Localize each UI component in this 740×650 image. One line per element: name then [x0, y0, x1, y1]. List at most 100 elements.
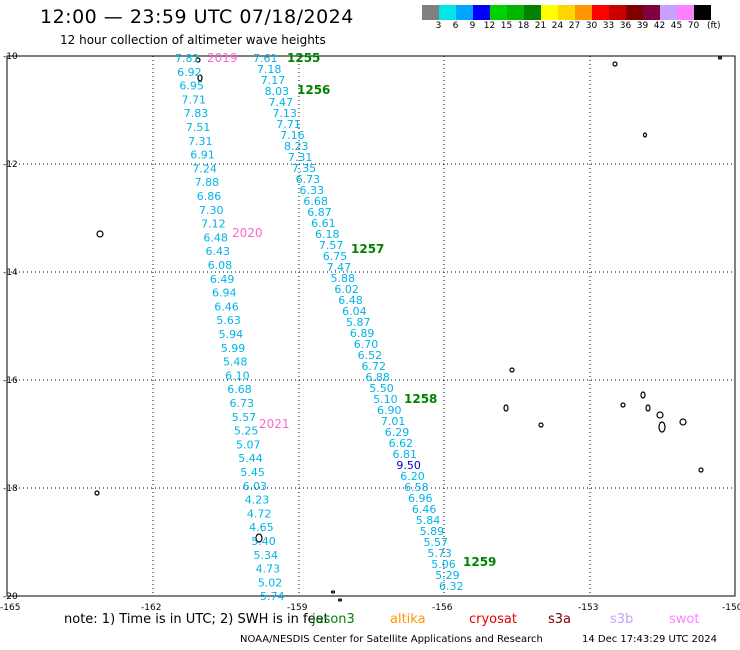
island-outline	[330, 590, 336, 594]
time-label: 1258	[404, 392, 437, 406]
colorbar-swatch	[541, 5, 558, 20]
swh-value: 5.84	[416, 514, 441, 527]
colorbar-swatch	[592, 5, 609, 20]
swh-value: 6.70	[354, 338, 379, 351]
swh-value: 6.62	[389, 437, 414, 450]
island-outline	[503, 404, 509, 412]
swh-value: 7.30	[199, 204, 224, 217]
swh-value: 7.13	[272, 107, 297, 120]
swh-value: 5.88	[331, 272, 356, 285]
swh-value: 6.48	[338, 294, 363, 307]
colorbar-swatch	[626, 5, 643, 20]
longitude-label: -162	[141, 603, 161, 613]
swh-value: 5.40	[251, 535, 275, 548]
colorbar-label: 6	[452, 21, 459, 31]
latitude-label: -16	[3, 376, 18, 386]
island-outline	[645, 404, 651, 412]
swh-value: 6.18	[315, 228, 340, 241]
swh-value: 6.87	[307, 206, 332, 219]
latitude-label: -10	[3, 52, 18, 62]
colorbar-swatch	[456, 5, 473, 20]
satellite-label: cryosat	[469, 612, 517, 627]
swh-value: 6.75	[323, 250, 348, 263]
swh-value: 6.68	[303, 195, 328, 208]
swh-value: 6.02	[334, 283, 359, 296]
swh-value: 7.31	[188, 135, 213, 148]
colorbar-swatch	[609, 5, 626, 20]
swh-value: 6.72	[362, 360, 387, 373]
swh-value: 6.33	[300, 184, 325, 197]
swh-value: 5.44	[238, 452, 263, 465]
swh-value: 5.87	[346, 316, 371, 329]
longitude-label: -150	[722, 603, 740, 613]
island-outline	[96, 230, 104, 238]
latitude-label: -12	[3, 160, 18, 170]
island-outline	[717, 56, 723, 60]
colorbar-swatch	[473, 5, 490, 20]
latitude-label: -20	[3, 592, 18, 602]
swh-value: 7.12	[201, 218, 226, 231]
swh-value: 4.65	[249, 521, 274, 534]
swh-value: 6.92	[177, 66, 202, 79]
swh-value: 5.57	[424, 536, 449, 549]
island-outline	[538, 422, 544, 428]
island-outline	[679, 418, 687, 426]
colorbar-label: 21	[534, 21, 547, 31]
colorbar-swatch	[660, 5, 677, 20]
island-outline	[698, 467, 704, 473]
swh-value: 6.94	[212, 287, 237, 300]
swh-value: 5.10	[373, 393, 398, 406]
swh-value: 7.61	[253, 52, 278, 65]
island-outline	[620, 402, 626, 408]
swh-value: 5.89	[420, 525, 445, 538]
latitude-label: -14	[3, 268, 18, 278]
colorbar-label: 27	[568, 21, 581, 31]
time-label: 2020	[232, 226, 263, 240]
swh-value: 7.71	[182, 93, 207, 106]
swh-value: 7.31	[288, 151, 313, 164]
colorbar-swatch	[694, 5, 711, 20]
swh-value: 4.72	[247, 507, 272, 520]
colorbar-label: 30	[585, 21, 598, 31]
island-outline	[656, 411, 664, 419]
map-title: 12:00 — 23:59 UTC 07/18/2024	[40, 6, 354, 28]
swh-value: 6.08	[208, 259, 233, 272]
swh-value: 6.90	[377, 404, 402, 417]
swh-value: 7.83	[184, 107, 209, 120]
swh-value: 5.63	[216, 314, 241, 327]
satellite-label: swot	[669, 612, 700, 627]
colorbar-swatch	[490, 5, 507, 20]
footnote: note: 1) Time is in UTC; 2) SWH is in fe…	[64, 612, 329, 627]
time-label: 1255	[287, 51, 320, 65]
credit-line: NOAA/NESDIS Center for Satellite Applica…	[240, 634, 543, 645]
swh-value: 6.29	[385, 426, 410, 439]
swh-value: 5.06	[431, 558, 456, 571]
swh-value: 6.91	[190, 149, 215, 162]
colorbar-swatch	[439, 5, 456, 20]
colorbar-swatch	[524, 5, 541, 20]
island-outline	[197, 74, 203, 82]
swh-value: 5.29	[435, 569, 460, 582]
colorbar-label: 3	[435, 21, 442, 31]
swh-value: 4.23	[245, 494, 270, 507]
longitude-label: -156	[432, 603, 453, 613]
colorbar-unit: (ft)	[707, 21, 721, 31]
swh-value: 7.47	[269, 96, 294, 109]
colorbar-label: 42	[653, 21, 666, 31]
swh-value: 4.73	[256, 563, 281, 576]
colorbar-label: 15	[500, 21, 513, 31]
time-label: 1256	[297, 83, 330, 97]
island-outline	[640, 391, 646, 399]
colorbar-label: 18	[517, 21, 530, 31]
island-outline	[509, 367, 515, 373]
colorbar-swatch	[558, 5, 575, 20]
time-label: 2019	[207, 51, 238, 65]
longitude-label: -165	[0, 603, 20, 613]
swh-value: 8.03	[265, 85, 290, 98]
swh-value: 6.88	[365, 371, 390, 384]
swh-value: 6.58	[404, 481, 429, 494]
swh-value: 5.99	[221, 342, 246, 355]
swh-value: 7.35	[292, 162, 317, 175]
swh-value: 6.95	[179, 80, 204, 93]
